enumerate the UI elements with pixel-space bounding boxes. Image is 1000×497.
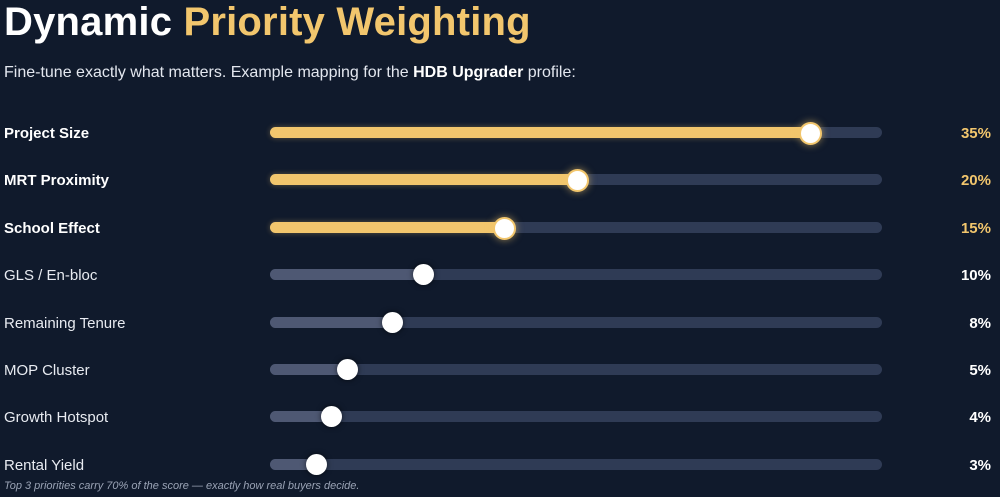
priority-weight-value: 8% <box>969 314 991 332</box>
profile-name: HDB Upgrader <box>413 64 524 81</box>
priority-label: School Effect <box>4 219 100 237</box>
footnote: Top 3 priorities carry 70% of the score … <box>4 480 360 492</box>
priority-row: School Effect 15% <box>0 204 1000 251</box>
priority-slider-track[interactable] <box>270 264 882 286</box>
priority-slider-thumb[interactable] <box>336 358 358 380</box>
priority-slider-track[interactable] <box>270 311 882 333</box>
priority-label: MRT Proximity <box>4 172 110 190</box>
priority-slider-thumb[interactable] <box>413 264 434 286</box>
priority-slider-fill <box>270 174 576 186</box>
priority-slider-thumb[interactable] <box>798 122 822 145</box>
priority-slider-fill <box>270 127 809 138</box>
subtitle: Fine-tune exactly what matters. Example … <box>4 64 576 82</box>
priority-slider-track[interactable] <box>270 358 882 380</box>
priority-row: MOP Cluster 5% <box>0 346 1000 393</box>
priority-weight-value: 10% <box>960 267 991 285</box>
priority-slider-fill <box>270 458 316 470</box>
priority-row: Project Size 35% <box>0 109 1000 156</box>
priority-slider-fill <box>270 363 347 375</box>
priority-label: Project Size <box>4 125 90 142</box>
priority-slider-thumb[interactable] <box>566 169 589 193</box>
priority-slider-track[interactable] <box>270 406 882 428</box>
priority-slider-thumb[interactable] <box>382 311 404 333</box>
priority-weight-value: 20% <box>960 172 991 190</box>
title-accent: Priority Weighting <box>183 0 531 44</box>
priority-row: Growth Hotspot 4% <box>0 393 1000 440</box>
priority-row: Rental Yield 3% <box>0 441 1000 488</box>
priority-slider-track[interactable] <box>270 169 882 193</box>
priority-row: MRT Proximity 20% <box>0 156 1000 203</box>
priority-row: GLS / En-bloc 10% <box>0 251 1000 298</box>
priority-slider-thumb[interactable] <box>492 216 516 240</box>
priority-slider-list: Project Size 35% MRT Proximity 20% School Ef… <box>0 109 1000 488</box>
priority-slider-thumb[interactable] <box>305 453 327 475</box>
priority-label: MOP Cluster <box>4 361 90 379</box>
priority-slider-track[interactable] <box>270 216 882 240</box>
priority-row: Remaining Tenure 8% <box>0 299 1000 346</box>
priority-weight-value: 15% <box>960 219 991 237</box>
priority-label: Growth Hotspot <box>4 409 109 427</box>
priority-slider-fill <box>270 411 332 423</box>
priority-slider-track[interactable] <box>270 122 882 145</box>
priority-label: Rental Yield <box>4 456 85 474</box>
priority-slider-track[interactable] <box>270 453 882 475</box>
title-prefix: Dynamic <box>4 0 173 44</box>
subtitle-suffix: profile: <box>527 64 576 81</box>
priority-label: Remaining Tenure <box>4 314 126 332</box>
page-title: Dynamic Priority Weighting <box>4 0 531 46</box>
priority-label: GLS / En-bloc <box>4 267 98 285</box>
priority-weight-value: 4% <box>969 409 991 427</box>
priority-weight-value: 5% <box>969 361 991 379</box>
priority-slider-fill <box>270 269 423 281</box>
subtitle-text: Fine-tune exactly what matters. Example … <box>4 64 409 81</box>
priority-slider-fill <box>270 316 393 328</box>
priority-weight-value: 35% <box>960 125 991 142</box>
priority-slider-thumb[interactable] <box>321 406 343 428</box>
priority-slider-fill <box>270 221 503 233</box>
priority-weight-value: 3% <box>969 456 991 474</box>
